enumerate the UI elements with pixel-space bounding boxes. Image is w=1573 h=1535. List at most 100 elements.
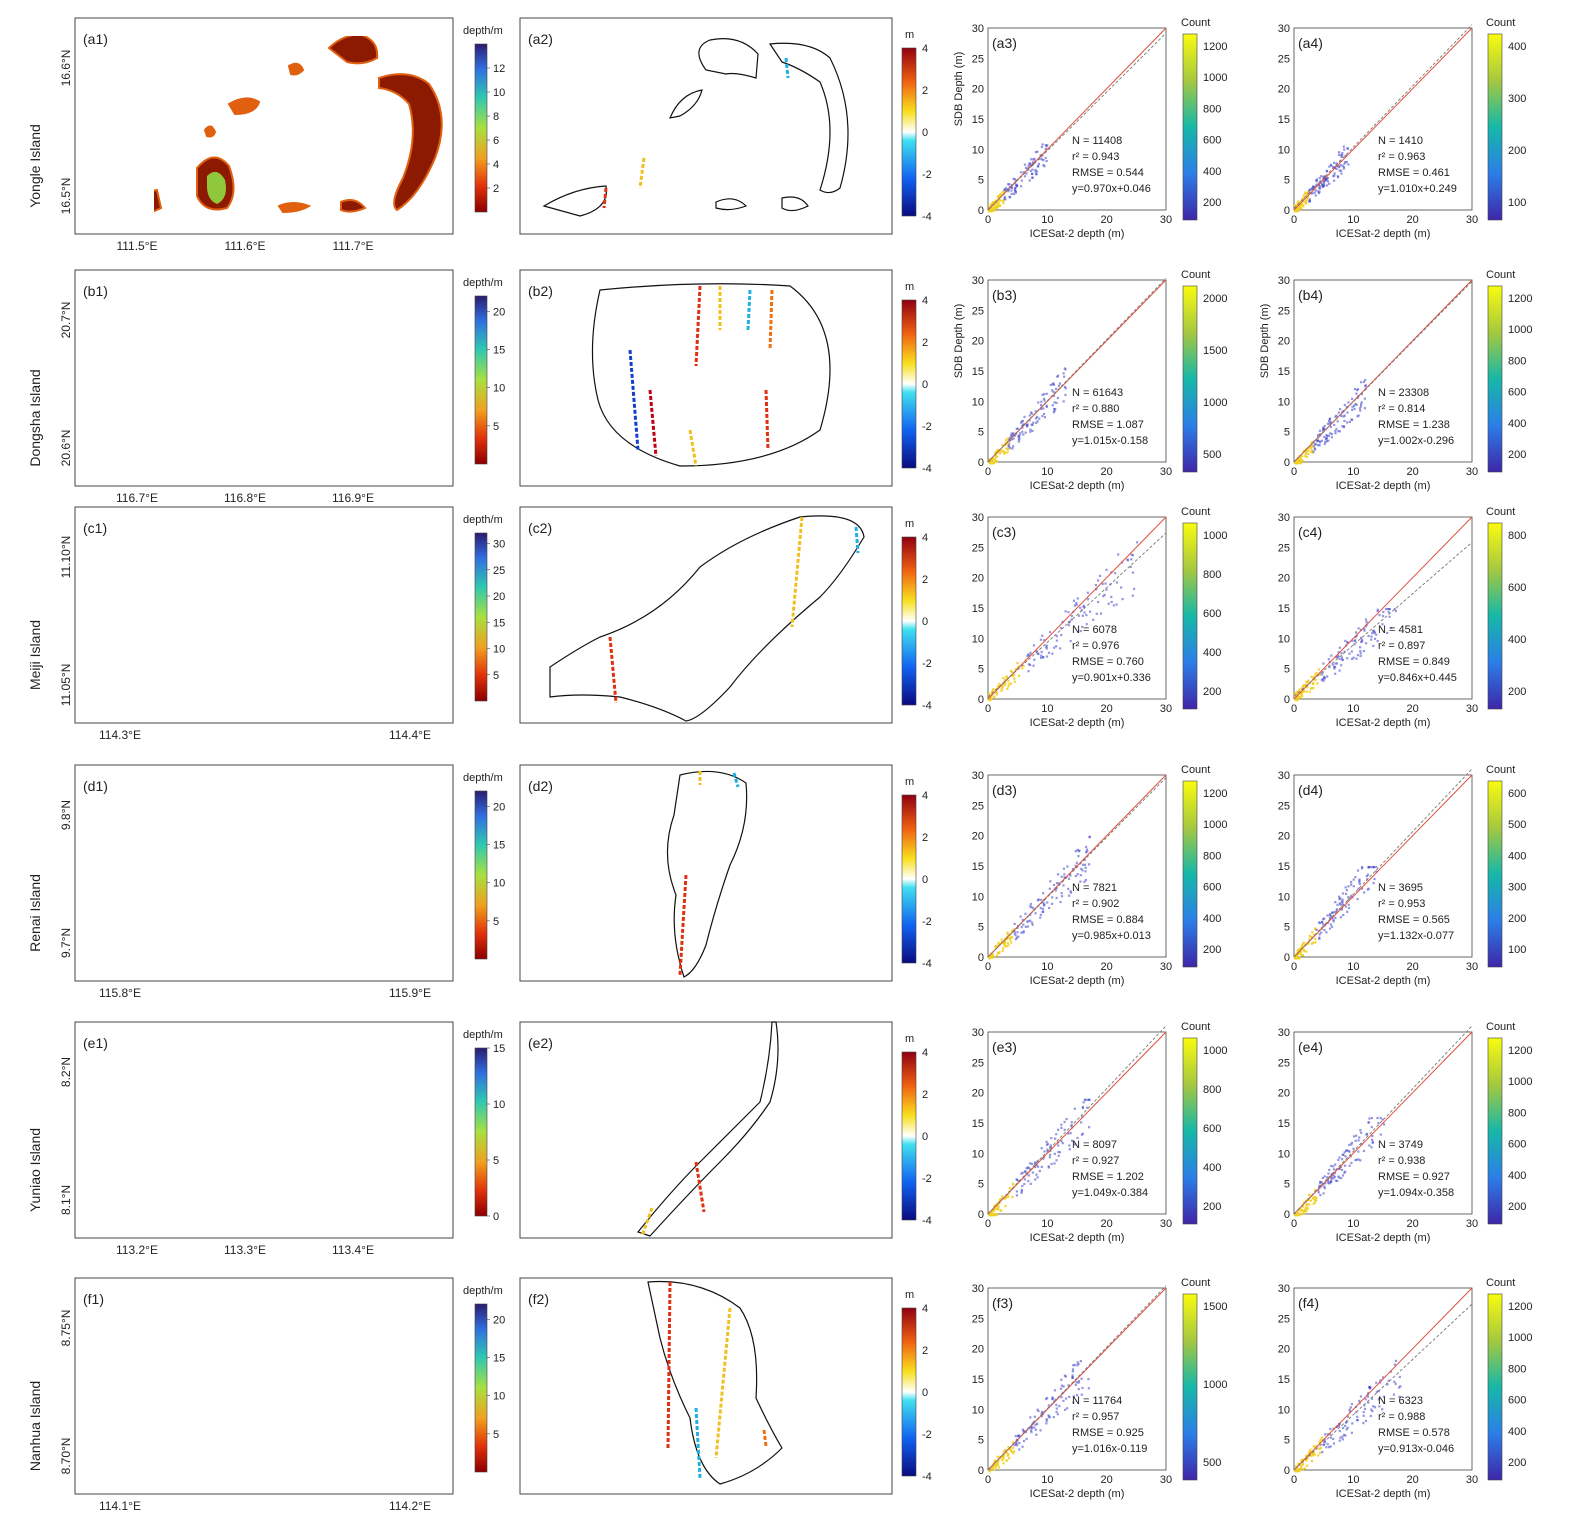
scatter-point	[1007, 1457, 1011, 1460]
scatter-point	[991, 457, 994, 460]
depth-colorbar	[474, 295, 488, 465]
scatter-point	[1045, 159, 1048, 163]
scatter-point	[1305, 198, 1308, 202]
scatter-point	[1356, 1418, 1359, 1422]
scatter-point	[1344, 1434, 1347, 1437]
scatter-point	[1341, 903, 1344, 906]
scatter-point	[1295, 1470, 1298, 1473]
scatter-point	[1363, 629, 1366, 632]
scatter-point	[1387, 611, 1390, 614]
scatter-point	[1017, 935, 1020, 938]
scatter-point	[1373, 877, 1376, 881]
scatter-point	[1328, 666, 1331, 669]
scatter-point	[1002, 1455, 1005, 1458]
scatter-point	[1310, 192, 1313, 195]
scatter-point	[1328, 914, 1331, 917]
scatter-point	[1345, 1428, 1348, 1431]
scatter-point	[1104, 582, 1107, 585]
scatter-point	[1060, 1396, 1063, 1399]
scatter-point	[1326, 180, 1330, 183]
scatter-point	[992, 954, 995, 957]
scatter-point	[1307, 942, 1310, 945]
scatter-point	[995, 690, 998, 693]
scatter-point	[1323, 1175, 1326, 1178]
scatter-point	[1355, 389, 1359, 392]
y-tick-label: 20	[972, 831, 984, 843]
scatter-point	[1299, 200, 1302, 203]
reef-2	[227, 97, 261, 116]
icesat-track	[608, 636, 618, 704]
scatter-point	[1055, 1410, 1058, 1414]
scatter-point	[1015, 1194, 1019, 1197]
scatter-point	[1345, 161, 1348, 164]
scatter-point	[1335, 167, 1338, 171]
scatter-point	[1130, 558, 1133, 561]
stat-line: y=1.010x+0.249	[1378, 183, 1457, 195]
diff-map-outline-group	[542, 38, 849, 217]
scatter-point	[993, 1205, 996, 1208]
count-cbar-title: Count	[1486, 17, 1515, 29]
count-cbar-label: 200	[1203, 686, 1221, 698]
scatter-point	[1337, 1424, 1340, 1427]
count-cbar-label: 600	[1508, 1139, 1526, 1151]
scatter-point	[1079, 629, 1082, 633]
scatter-point	[1028, 654, 1031, 657]
count-cbar-label: 1200	[1508, 293, 1532, 305]
scatter-point	[1313, 1198, 1316, 1202]
count-cbar-title: Count	[1486, 764, 1515, 776]
scatter-point	[1069, 890, 1072, 893]
scatter-point	[1303, 950, 1306, 953]
scatter-point	[1341, 898, 1344, 901]
scatter-point	[1083, 611, 1086, 614]
depth-cbar-label: 15	[493, 1352, 505, 1364]
scatter-point	[1335, 662, 1339, 665]
scatter-point	[1081, 1386, 1084, 1390]
count-cbar-label: 1000	[1203, 819, 1227, 831]
scatter-point	[1363, 627, 1366, 631]
scatter-point	[1326, 1433, 1329, 1436]
scatter-point	[1013, 680, 1016, 683]
scatter-point	[1355, 392, 1358, 395]
scatter-point	[1042, 158, 1045, 162]
scatter-point	[1350, 1161, 1353, 1165]
x-tick-label: 30	[1466, 1218, 1478, 1230]
scatter-point	[1332, 1165, 1335, 1168]
scatter-point	[1299, 692, 1302, 695]
scatter-point	[1365, 620, 1368, 623]
scatter-point	[1301, 686, 1304, 689]
scatter-point	[1326, 1443, 1329, 1446]
scatter-point	[1297, 1214, 1301, 1217]
island-outline	[647, 1280, 783, 1485]
scatter-point	[1360, 1142, 1363, 1146]
scatter-point	[1043, 1150, 1046, 1153]
scatter-point	[1308, 934, 1311, 937]
scatter-point	[998, 951, 1001, 954]
count-colorbar	[1182, 522, 1198, 710]
scatter-point	[1358, 879, 1361, 882]
diff-cbar-label: 4	[922, 790, 928, 802]
scatter-point	[1302, 689, 1306, 692]
scatter-point	[1375, 870, 1378, 873]
scatter-point	[1072, 1401, 1075, 1404]
scatter-point	[1319, 441, 1322, 444]
scatter-point	[1012, 437, 1015, 440]
scatter-point	[1015, 427, 1018, 430]
scatter-point	[1300, 692, 1303, 696]
scatter-point	[1347, 906, 1351, 910]
count-cbar-label: 1500	[1203, 345, 1227, 357]
scatter-point	[1346, 910, 1349, 913]
scatter-point	[1010, 671, 1014, 674]
panel-label: (a3)	[992, 35, 1017, 51]
icesat-track	[602, 187, 608, 209]
y-axis-label: SDB Depth (m)	[953, 52, 965, 127]
scatter-point	[1025, 1167, 1028, 1170]
scatter-point	[1362, 380, 1366, 384]
diff-cbar-label: -4	[922, 700, 932, 712]
count-cbar-label: 400	[1203, 913, 1221, 925]
scatter-point	[1027, 164, 1030, 167]
stat-line: y=0.846x+0.445	[1378, 672, 1457, 684]
scatter-point	[988, 699, 991, 702]
scatter-point	[1360, 640, 1363, 643]
scatter-point	[1072, 1364, 1075, 1367]
